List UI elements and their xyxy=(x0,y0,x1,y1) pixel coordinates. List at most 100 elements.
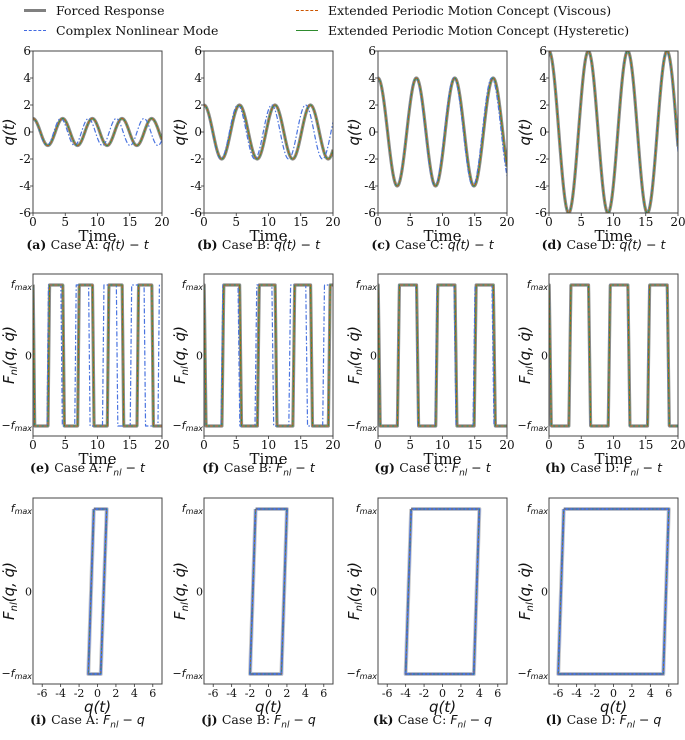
forced-response-line xyxy=(33,116,162,148)
svg-text:0: 0 xyxy=(196,350,203,363)
svg-text:0: 0 xyxy=(539,125,547,139)
cnm-line xyxy=(248,507,289,676)
plot-lines xyxy=(248,507,289,676)
epmc-viscous-line xyxy=(549,51,678,213)
svg-text:10: 10 xyxy=(90,438,105,452)
svg-text:−fmax: −fmax xyxy=(1,667,32,681)
svg-text:5: 5 xyxy=(232,438,240,452)
svg-text:15: 15 xyxy=(122,438,137,452)
svg-text:0: 0 xyxy=(541,350,548,363)
svg-text:6: 6 xyxy=(494,687,501,700)
svg-text:0: 0 xyxy=(545,438,553,452)
svg-text:4: 4 xyxy=(194,71,202,85)
epmc-hysteretic-line xyxy=(405,508,480,675)
svg-text:2: 2 xyxy=(457,687,464,700)
forced-response-line xyxy=(556,507,671,676)
svg-text:20: 20 xyxy=(154,215,169,229)
svg-text:0: 0 xyxy=(374,438,382,452)
subplot-h: 0 5 10 15 20 fmax 0 −fmax Time Fnl(q, q̇) xyxy=(516,273,685,468)
svg-text:q(t): q(t) xyxy=(255,698,282,716)
svg-text:-4: -4 xyxy=(364,179,376,193)
svg-text:-2: -2 xyxy=(419,687,430,700)
svg-text:fmax: fmax xyxy=(182,502,204,516)
legend-swatch-viscous xyxy=(296,10,318,11)
epmc-viscous-line xyxy=(204,104,333,160)
svg-text:Time: Time xyxy=(250,450,288,468)
forced-response-line xyxy=(378,76,507,188)
svg-text:10: 10 xyxy=(90,215,105,229)
svg-text:20: 20 xyxy=(499,438,514,452)
svg-text:4: 4 xyxy=(539,71,547,85)
svg-text:-6: -6 xyxy=(553,687,564,700)
svg-text:Time: Time xyxy=(250,227,288,245)
svg-text:Time: Time xyxy=(595,227,633,245)
svg-text:−fmax: −fmax xyxy=(172,667,203,681)
svg-text:0: 0 xyxy=(439,687,446,700)
svg-text:10: 10 xyxy=(435,438,450,452)
plot-lines xyxy=(549,283,678,428)
svg-text:Time: Time xyxy=(424,227,462,245)
svg-text:-4: -4 xyxy=(226,687,237,700)
axes-frame xyxy=(32,497,163,685)
epmc-viscous-line xyxy=(204,284,333,427)
legend-item-epmc-hysteretic: Extended Periodic Motion Concept (Hyster… xyxy=(296,23,629,38)
y-axis-label: Fnl(q, q̇) xyxy=(171,562,191,620)
svg-text:Time: Time xyxy=(424,450,462,468)
legend-label: Extended Periodic Motion Concept (Viscou… xyxy=(328,3,612,18)
plot-lines xyxy=(378,283,507,428)
svg-text:15: 15 xyxy=(467,215,482,229)
caption-a: (a) Case A: q(t) − t xyxy=(26,237,149,252)
svg-text:-4: -4 xyxy=(55,687,66,700)
subplot-a: 0 5 10 15 20 -6 -4 -2 0 2 4 6 Time q(t) xyxy=(0,44,170,245)
cnm-line xyxy=(33,117,162,147)
svg-text:15: 15 xyxy=(293,215,308,229)
svg-text:6: 6 xyxy=(665,687,672,700)
svg-text:20: 20 xyxy=(325,215,340,229)
svg-text:15: 15 xyxy=(467,438,482,452)
svg-text:fmax: fmax xyxy=(182,278,204,292)
y-axis-label: q(t) xyxy=(0,118,18,145)
y-axis-label: Fnl(q, q̇) xyxy=(345,326,365,384)
subplot-e: 0 5 10 15 20 fmax 0 −fmax Time Fnl(q, q̇) xyxy=(0,273,170,468)
legend-label: Complex Nonlinear Mode xyxy=(56,23,219,38)
svg-text:-2: -2 xyxy=(364,152,376,166)
caption-d: (d) Case D: q(t) − t xyxy=(541,237,666,252)
plot-lines xyxy=(204,103,333,161)
epmc-viscous-line xyxy=(557,508,670,675)
y-axis-label: Fnl(q, q̇) xyxy=(345,562,365,620)
svg-text:q(t): q(t) xyxy=(429,698,456,716)
svg-text:−fmax: −fmax xyxy=(517,419,548,433)
svg-text:q(t): q(t) xyxy=(600,698,627,716)
epmc-hysteretic-line xyxy=(557,508,670,675)
svg-text:10: 10 xyxy=(606,438,621,452)
caption-k: (k) Case C: Fnl − q xyxy=(372,712,493,731)
svg-text:-6: -6 xyxy=(364,206,376,220)
legend: Forced Response Complex Nonlinear Mode E… xyxy=(0,0,685,44)
svg-text:2: 2 xyxy=(112,687,119,700)
svg-text:5: 5 xyxy=(232,215,240,229)
plot-lines xyxy=(556,507,671,676)
axes-frame xyxy=(548,497,679,685)
svg-text:0: 0 xyxy=(545,215,553,229)
svg-text:0: 0 xyxy=(541,586,548,599)
svg-text:fmax: fmax xyxy=(527,278,549,292)
svg-text:6: 6 xyxy=(539,44,547,58)
svg-text:4: 4 xyxy=(23,71,31,85)
svg-text:5: 5 xyxy=(406,215,414,229)
legend-swatch-forced xyxy=(24,9,46,12)
svg-text:20: 20 xyxy=(670,438,685,452)
svg-text:Time: Time xyxy=(79,227,117,245)
cnm-line xyxy=(33,284,162,427)
plot-lines xyxy=(33,283,162,428)
svg-text:0: 0 xyxy=(374,215,382,229)
caption-f: (f) Case B: Fnl − t xyxy=(202,460,315,479)
svg-text:0: 0 xyxy=(25,350,32,363)
svg-text:-4: -4 xyxy=(190,179,202,193)
y-axis-label: Fnl(q, q̇) xyxy=(171,326,191,384)
svg-text:5: 5 xyxy=(406,438,414,452)
legend-item-cnm: Complex Nonlinear Mode xyxy=(24,23,218,38)
plot-lines xyxy=(378,76,507,188)
caption-l: (l) Case D: Fnl − q xyxy=(545,712,662,731)
svg-text:-6: -6 xyxy=(37,687,48,700)
